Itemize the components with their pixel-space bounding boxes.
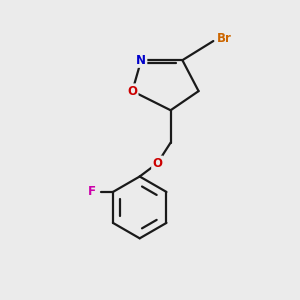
Text: Br: Br: [217, 32, 232, 45]
Text: O: O: [152, 157, 162, 170]
Text: N: N: [136, 54, 146, 67]
Text: F: F: [88, 185, 96, 199]
Text: O: O: [127, 85, 137, 98]
